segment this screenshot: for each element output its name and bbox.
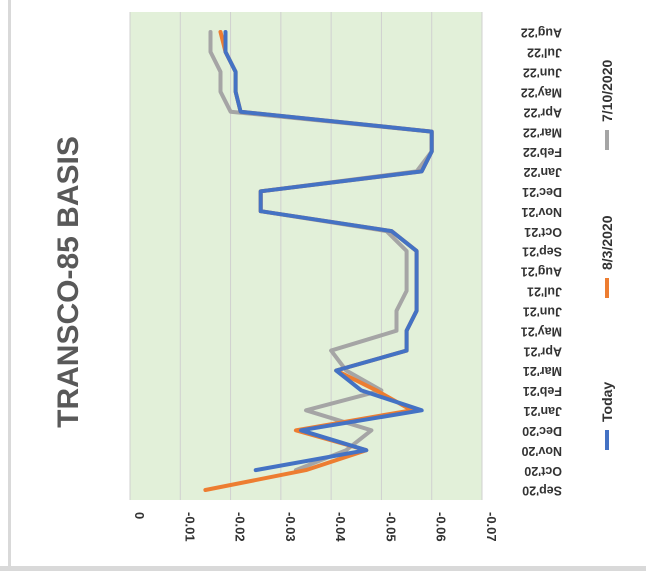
legend: Today 8/3/2020 7/10/2020	[599, 60, 615, 450]
series-lines	[203, 30, 434, 492]
value-axis-labels: 0 -0.01 -0.02 -0.03 -0.04 -0.05 -0.06 -0.07	[132, 512, 499, 542]
value-tick-label: -0.03	[283, 512, 298, 542]
category-tick-label: Jan'22	[524, 165, 562, 179]
window-border-bottom	[0, 566, 646, 571]
category-tick-label: Jan'21	[524, 404, 562, 418]
legend-label: 7/10/2020	[599, 60, 615, 122]
value-tick-label: -0.01	[182, 512, 197, 542]
legend-label: Today	[599, 382, 615, 422]
series-line-0	[223, 30, 434, 473]
category-tick-label: May'21	[521, 324, 562, 338]
chart-title: TRANSCO-85 BASIS	[52, 136, 85, 428]
category-tick-label: Feb'21	[523, 384, 562, 398]
category-tick-label: Nov'21	[521, 205, 562, 219]
value-tick-label: -0.04	[333, 512, 348, 542]
category-tick-label: Dec'21	[522, 185, 562, 199]
value-tick-label: -0.02	[233, 512, 248, 542]
value-tick-label: -0.07	[484, 512, 499, 542]
category-tick-label: Oct'21	[524, 225, 562, 239]
category-tick-label: Nov'20	[521, 444, 562, 458]
value-tick-label: -0.05	[383, 512, 398, 542]
category-tick-label: Jul'22	[527, 46, 562, 60]
category-tick-label: Oct'20	[524, 464, 562, 478]
category-tick-label: Jun'22	[523, 66, 562, 80]
gridlines	[129, 12, 483, 500]
window-border-left	[8, 0, 11, 571]
category-tick-label: Aug'21	[521, 265, 562, 279]
value-tick-label: 0	[132, 512, 147, 519]
category-tick-label: May'22	[521, 85, 562, 99]
category-tick-label: Feb'22	[523, 145, 562, 159]
category-tick-label: Mar'22	[523, 125, 562, 139]
plot-area	[130, 12, 482, 500]
legend-label: 8/3/2020	[599, 215, 615, 270]
category-tick-label: Apr'21	[524, 344, 562, 358]
category-tick-label: Sep'21	[522, 245, 562, 259]
category-tick-label: Aug'22	[521, 26, 562, 40]
value-tick-label: -0.06	[434, 512, 449, 542]
category-tick-label: Jul'21	[527, 285, 562, 299]
series-line-2	[208, 30, 434, 473]
category-tick-label: Sep'20	[522, 484, 562, 498]
category-axis-labels: Sep'20 Oct'20 Nov'20 Dec'20 Jan'21 Feb'21 Mar'…	[521, 26, 562, 498]
category-tick-label: Apr'22	[524, 105, 562, 119]
category-tick-label: Mar'21	[523, 364, 562, 378]
category-tick-label: Jun'21	[523, 304, 562, 318]
category-tick-label: Dec'20	[522, 424, 562, 438]
